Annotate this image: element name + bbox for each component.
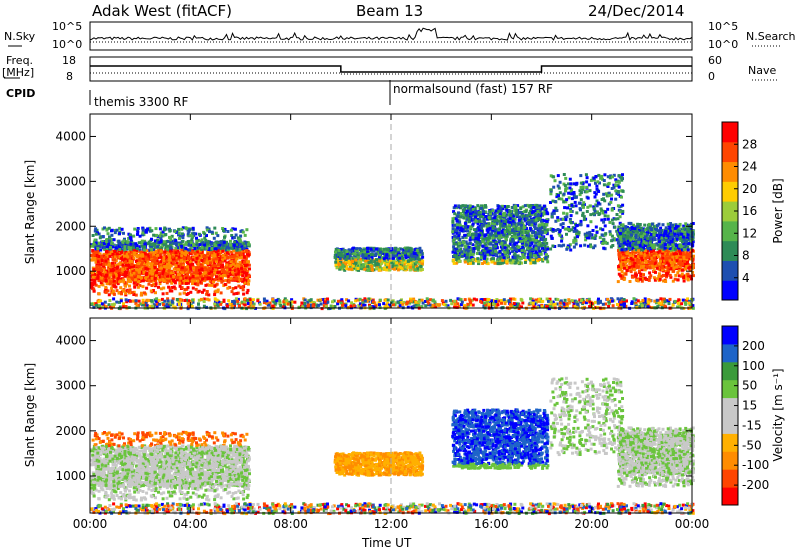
colorbar-swatch <box>722 141 738 163</box>
colorbar-tick: -100 <box>742 458 769 472</box>
nsky-label: N.Sky <box>4 30 36 43</box>
nsearch-bottom-tick: 10^0 <box>708 38 739 51</box>
cpid-program-2: normalsound (fast) 157 RF <box>393 82 553 96</box>
ytick-label: 2000 <box>55 219 86 233</box>
ytick-label: 1000 <box>55 264 86 278</box>
colorbar-tick: -15 <box>742 418 762 432</box>
colorbar-swatch <box>722 220 738 242</box>
colorbar-tick: 4 <box>742 271 750 285</box>
colorbar-swatch <box>722 326 738 345</box>
ytick-label: 4000 <box>55 334 86 348</box>
colorbar-tick: 100 <box>742 359 765 373</box>
nsky-top-tick: 10^5 <box>52 20 83 33</box>
radar-title: Adak West (fitACF) <box>92 2 232 20</box>
colorbar-swatch <box>722 451 738 470</box>
colorbar-swatch <box>722 487 738 506</box>
colorbar-swatch <box>722 469 738 488</box>
colorbar-swatch <box>722 343 738 363</box>
colorbar-tick: 20 <box>742 182 757 196</box>
cpid-program-1: themis 3300 RF <box>94 95 189 109</box>
nsky-bottom-tick: 10^0 <box>52 38 83 51</box>
freq-unit-label: [MHz] <box>2 66 35 79</box>
cpid-label: CPID <box>6 87 36 100</box>
nave-line <box>90 72 692 75</box>
freq-bottom-tick: 8 <box>66 70 73 83</box>
xtick-label: 16:00 <box>474 517 509 531</box>
colorbar-tick: 12 <box>742 226 757 240</box>
nave-bottom-tick: 0 <box>708 70 715 83</box>
colorbar-swatch <box>722 379 738 399</box>
xtick-label: 00:00 <box>73 517 108 531</box>
xtick-label: 12:00 <box>374 517 409 531</box>
nsearch-top-tick: 10^5 <box>708 20 739 33</box>
xlabel: Time UT <box>362 536 412 550</box>
colorbar-tick: -50 <box>742 438 762 452</box>
nave-label: Nave <box>748 64 777 77</box>
colorbar-swatch <box>722 260 738 281</box>
colorbar-tick: 15 <box>742 399 757 413</box>
colorbar-tick: 50 <box>742 379 757 393</box>
colorbar-swatch <box>722 122 738 143</box>
ytick-label: 2000 <box>55 424 86 438</box>
nsky-strip <box>89 21 693 51</box>
colorbar-swatch <box>722 181 738 202</box>
freq-strip <box>89 56 693 82</box>
date-title: 24/Dec/2014 <box>588 2 685 20</box>
xtick-label: 08:00 <box>273 517 308 531</box>
xtick-label: 00:00 <box>675 517 710 531</box>
ytick-label: 1000 <box>55 469 86 483</box>
nsearch-label: N.Search <box>746 30 796 43</box>
ytick-label: 4000 <box>55 129 86 143</box>
colorbar-frame-1 <box>721 325 739 506</box>
colorbar-swatch <box>722 361 738 381</box>
colorbar-tick: -200 <box>742 478 769 492</box>
ytick-label: 3000 <box>55 379 86 393</box>
freq-label: Freq. <box>6 54 34 67</box>
xtick-label: 04:00 <box>173 517 208 531</box>
nave-top-tick: 60 <box>708 54 722 67</box>
colorbar-swatch <box>722 415 738 434</box>
colorbar-swatch <box>722 397 738 416</box>
power-scatter <box>90 173 695 311</box>
colorbar-swatch <box>722 161 738 182</box>
colorbar-tick: 28 <box>742 137 757 151</box>
colorbar-swatch <box>722 240 738 261</box>
colorbar-swatch <box>722 280 738 301</box>
colorbar-tick: 8 <box>742 249 750 263</box>
colorbar-tick: 200 <box>742 339 765 353</box>
freq-line <box>90 65 692 73</box>
nsky-line <box>89 27 693 41</box>
colorbar-tick: 16 <box>742 204 757 218</box>
colorbar-tick: 24 <box>742 160 757 174</box>
freq-top-tick: 18 <box>62 54 76 67</box>
xtick-label: 20:00 <box>574 517 609 531</box>
colorbar-swatch <box>722 433 738 452</box>
colorbar-swatch <box>722 201 738 222</box>
velocity-scatter <box>90 376 695 516</box>
ytick-label: 3000 <box>55 174 86 188</box>
beam-title: Beam 13 <box>356 2 424 20</box>
